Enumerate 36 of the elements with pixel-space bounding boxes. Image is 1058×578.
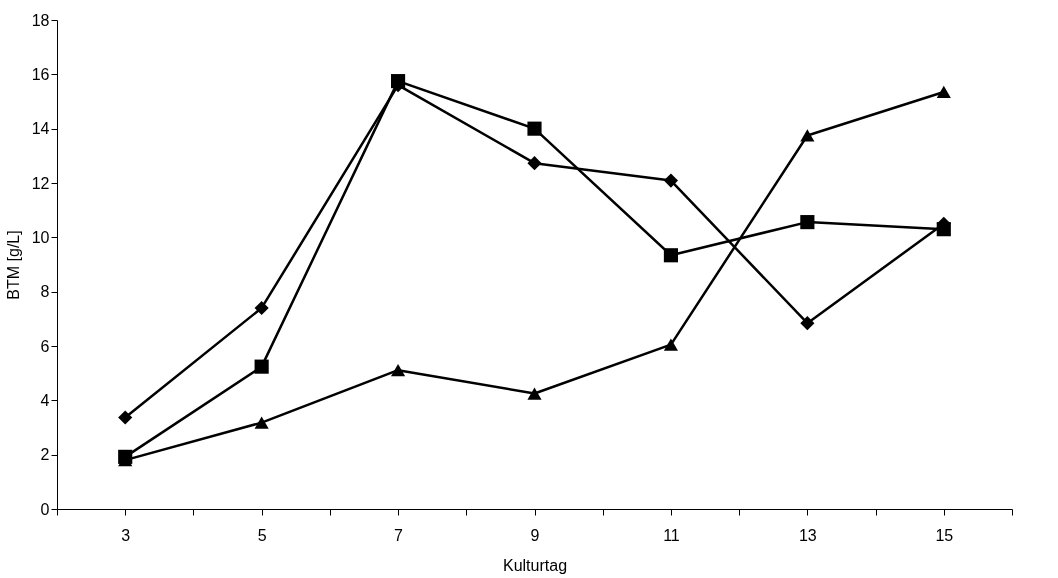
y-tick-label: 10: [31, 228, 50, 246]
point: [663, 248, 678, 263]
point: [254, 416, 269, 429]
point: [254, 300, 269, 316]
point: [800, 129, 815, 142]
point: [800, 215, 815, 230]
point: [936, 85, 951, 99]
y-tick-label: 16: [31, 65, 50, 83]
y-tick-label: 8: [40, 283, 50, 301]
point: [527, 156, 542, 171]
y-tick-label: 6: [40, 337, 50, 355]
point: [936, 222, 951, 237]
x-tick-label: 9: [530, 526, 540, 544]
point: [663, 338, 678, 351]
point: [527, 387, 542, 400]
y-tick-label: 4: [40, 391, 50, 409]
point: [391, 364, 406, 377]
y-tick-label: 12: [31, 174, 50, 192]
y-tick-label: 2: [40, 446, 50, 464]
point: [391, 74, 406, 89]
x-tick-label: 5: [257, 526, 267, 544]
point: [527, 121, 542, 136]
x-tick-label: 13: [798, 526, 817, 544]
y-axis-title: BTM [g/L]: [4, 230, 22, 300]
y-tick-label: 18: [31, 11, 50, 29]
x-axis-title: Kulturtag: [502, 556, 568, 574]
y-tick-label: 14: [31, 120, 50, 138]
y-tick-label: 0: [40, 500, 50, 518]
point: [663, 173, 678, 188]
point: [118, 410, 133, 425]
x-tick-label: 7: [394, 526, 404, 544]
point: [254, 359, 269, 374]
x-tick-label: 15: [935, 526, 954, 544]
x-tick-label: 11: [663, 526, 680, 544]
x-tick-label: 3: [121, 526, 131, 544]
point: [800, 316, 815, 331]
